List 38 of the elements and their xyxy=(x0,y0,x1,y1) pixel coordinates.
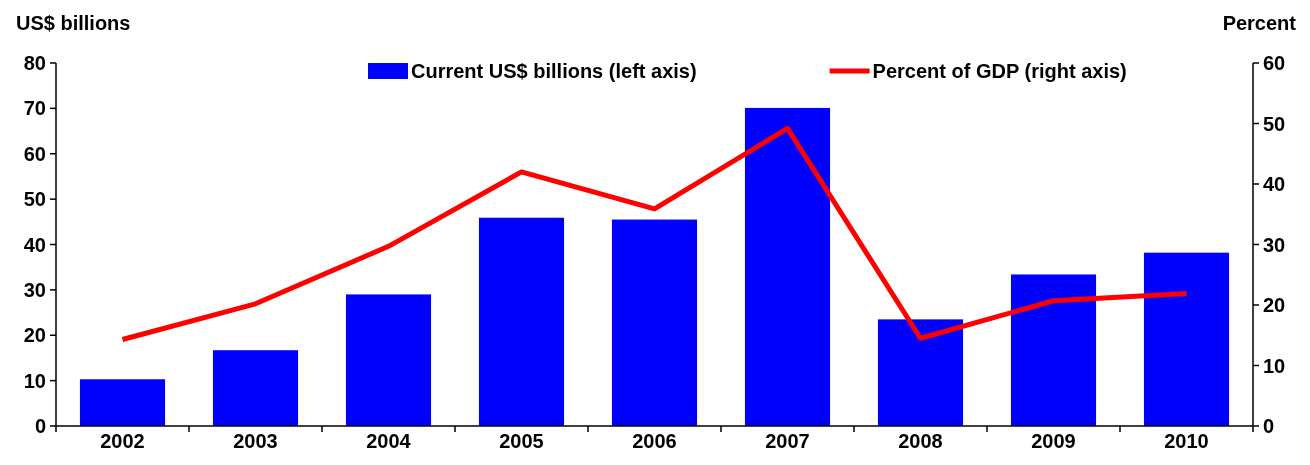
y-tick-label: 40 xyxy=(23,233,46,256)
y-tick-label: 30 xyxy=(23,278,46,301)
bar xyxy=(744,107,831,426)
y2-tick-label: 50 xyxy=(1263,112,1286,135)
y2-tick-label: 0 xyxy=(1263,415,1275,437)
bar xyxy=(1143,252,1230,426)
bar xyxy=(1010,274,1097,426)
bar xyxy=(478,217,565,426)
legend-label: Current US$ billions (left axis) xyxy=(411,60,697,82)
y-tick-label: 0 xyxy=(34,415,46,437)
y2-axis-title: Percent xyxy=(1222,12,1297,34)
y2-tick-label: 20 xyxy=(1263,294,1286,316)
y-tick-label: 20 xyxy=(23,324,46,347)
x-tick-label: 2004 xyxy=(366,430,412,452)
y-tick-label: 70 xyxy=(23,97,46,120)
x-tick-label: 2002 xyxy=(100,430,145,452)
x-tick-label: 2005 xyxy=(499,430,544,452)
x-tick-label: 2007 xyxy=(765,430,810,452)
bar xyxy=(212,350,299,426)
y2-tick-label: 60 xyxy=(1263,52,1286,74)
y-tick-label: 10 xyxy=(23,369,46,392)
y-axis-title: US$ billions xyxy=(16,12,131,34)
x-tick-label: 2010 xyxy=(1164,430,1209,452)
y2-tick-label: 10 xyxy=(1263,354,1286,377)
y-tick-label: 60 xyxy=(23,142,46,165)
bar xyxy=(79,379,166,426)
y2-tick-label: 30 xyxy=(1263,233,1286,256)
bar xyxy=(345,294,432,426)
x-tick-label: 2003 xyxy=(233,430,278,452)
x-tick-label: 2008 xyxy=(898,430,943,452)
x-tick-label: 2006 xyxy=(632,430,677,452)
bar xyxy=(611,219,698,426)
bar xyxy=(877,319,964,426)
x-tick-label: 2009 xyxy=(1031,430,1076,452)
legend-label: Percent of GDP (right axis) xyxy=(872,60,1127,82)
y2-tick-label: 40 xyxy=(1263,173,1286,195)
y-tick-label: 50 xyxy=(23,188,46,211)
y-tick-label: 80 xyxy=(23,52,46,74)
